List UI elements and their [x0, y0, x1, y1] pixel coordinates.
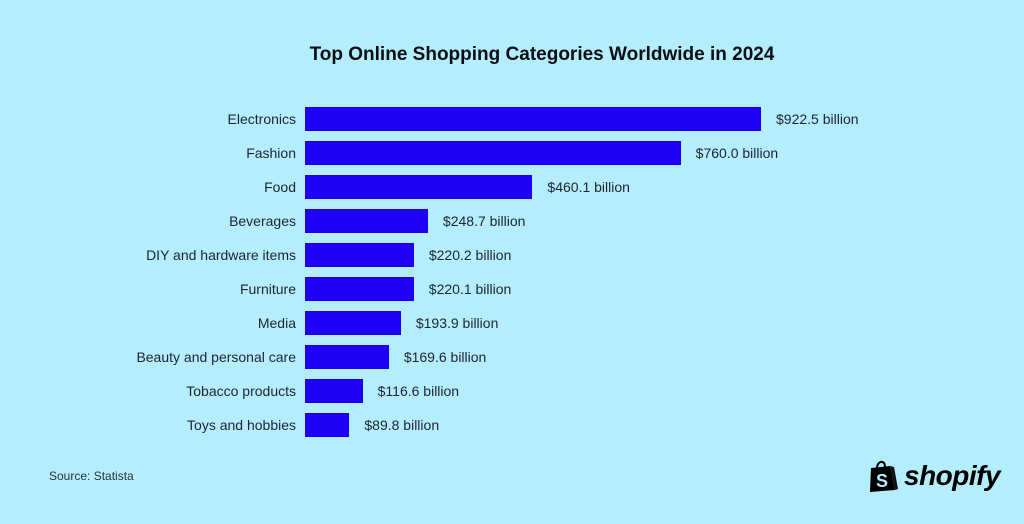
bar — [305, 209, 428, 233]
value-label: $922.5 billion — [776, 111, 859, 127]
category-label: DIY and hardware items — [146, 247, 296, 263]
category-label: Fashion — [246, 145, 296, 161]
shopping-bag-icon: S — [870, 460, 898, 492]
bar — [305, 175, 533, 199]
value-label: $89.8 billion — [364, 417, 440, 433]
category-label: Beauty and personal care — [136, 349, 296, 365]
bar — [305, 141, 681, 165]
bar — [305, 243, 414, 267]
category-label: Furniture — [239, 281, 296, 297]
category-label: Electronics — [227, 111, 296, 127]
shopify-logo: S shopify — [868, 459, 1001, 493]
chart-row: DIY and hardware items $220.2 billion — [0, 243, 1024, 267]
value-label: $220.1 billion — [428, 281, 512, 297]
value-label: $193.9 billion — [415, 315, 499, 331]
category-label: Media — [257, 315, 296, 331]
chart-row: Toys and hobbies $89.8 billion — [0, 413, 1024, 437]
bar — [305, 107, 761, 131]
category-label: Beverages — [229, 213, 296, 229]
bar — [305, 277, 414, 301]
bar — [305, 311, 401, 335]
chart-row: Electronics $922.5 billion — [0, 107, 1024, 131]
value-label: $248.7 billion — [442, 213, 526, 229]
chart-row: Media $193.9 billion — [0, 311, 1024, 335]
chart-row: Furniture $220.1 billion — [0, 277, 1024, 301]
category-label: Tobacco products — [186, 383, 296, 399]
bar — [305, 379, 363, 403]
chart-row: Tobacco products $116.6 billion — [0, 379, 1024, 403]
value-label: $220.2 billion — [428, 247, 512, 263]
source-note: Source: Statista — [49, 469, 134, 483]
brand-name: shopify — [904, 460, 1001, 491]
bar — [305, 413, 350, 437]
value-label: $116.6 billion — [377, 383, 460, 399]
category-label: Food — [264, 179, 296, 195]
category-label: Toys and hobbies — [187, 417, 296, 433]
chart-row: Fashion $760.0 billion — [0, 141, 1024, 165]
chart-title: Top Online Shopping Categories Worldwide… — [309, 44, 775, 65]
chart-row: Beverages $248.7 billion — [0, 209, 1024, 233]
value-label: $760.0 billion — [695, 145, 779, 161]
value-label: $460.1 billion — [547, 179, 630, 195]
svg-text:S: S — [876, 471, 888, 491]
chart-row: Food $460.1 billion — [0, 175, 1024, 199]
value-label: $169.6 billion — [403, 349, 487, 365]
chart-row: Beauty and personal care $169.6 billion — [0, 345, 1024, 369]
bar — [305, 345, 389, 369]
